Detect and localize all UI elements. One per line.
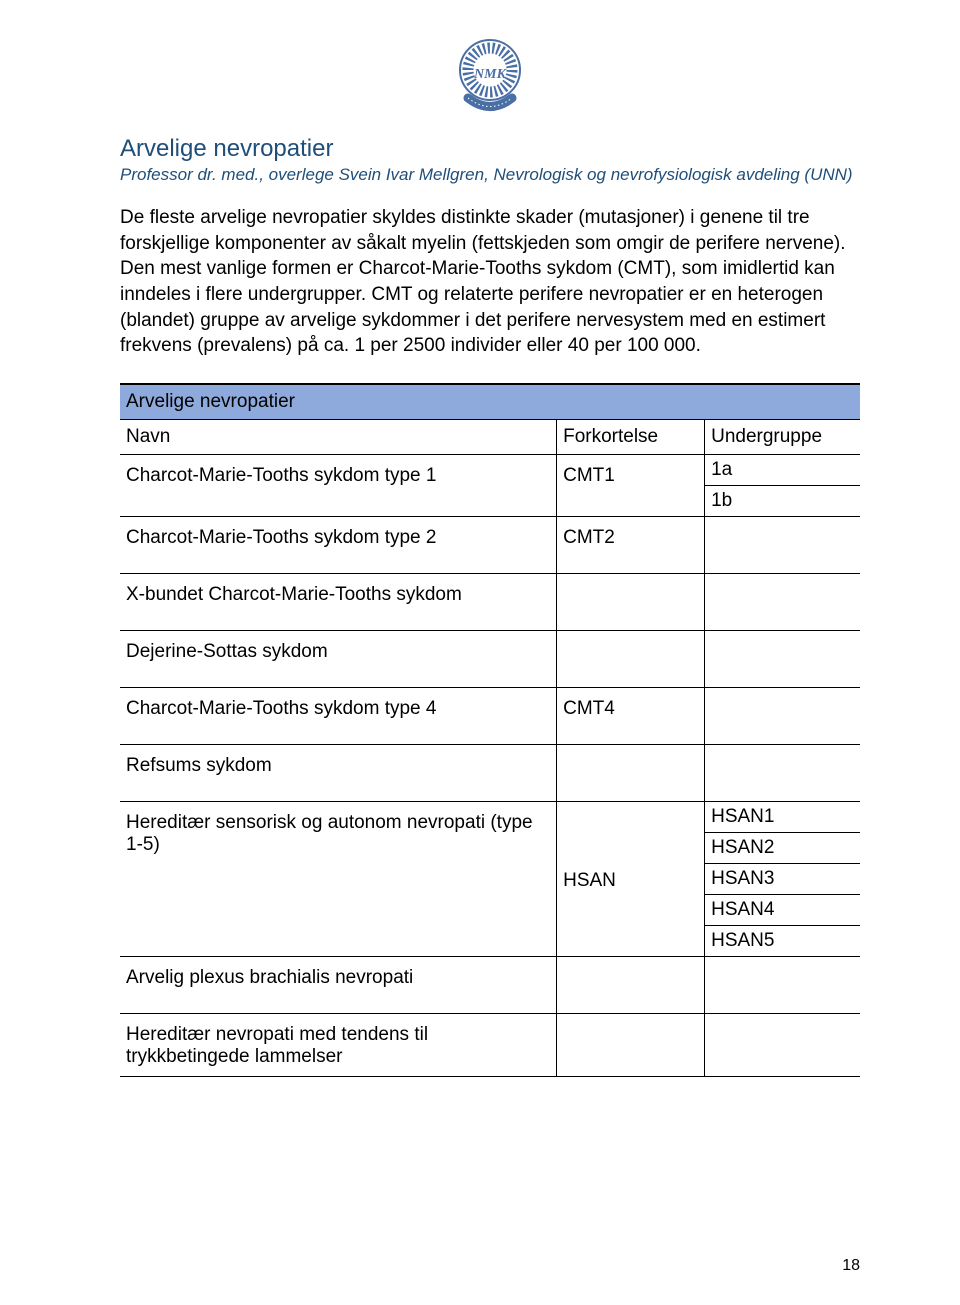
- logo-container: NMK: [120, 30, 860, 125]
- subgroup-item: 1b: [705, 486, 860, 516]
- subgroup-item: HSAN5: [705, 926, 860, 956]
- svg-text:NMK: NMK: [473, 67, 508, 82]
- cell-sub: [705, 1013, 860, 1076]
- subgroup-item: HSAN2: [705, 833, 860, 864]
- subgroup-item: 1a: [705, 455, 860, 486]
- cell-name: Hereditær nevropati med tendens til tryk…: [120, 1013, 557, 1076]
- table-row: Hereditær sensorisk og autonom nevropati…: [120, 801, 860, 956]
- page-subtitle: Professor dr. med., overlege Svein Ivar …: [120, 165, 860, 185]
- cell-sub: [705, 687, 860, 744]
- table-row: Charcot-Marie-Tooths sykdom type 1CMT11a…: [120, 454, 860, 516]
- table-row: Charcot-Marie-Tooths sykdom type 4CMT4: [120, 687, 860, 744]
- subgroup-item: HSAN3: [705, 864, 860, 895]
- nmk-logo-icon: NMK: [443, 30, 538, 125]
- table-row: Arvelig plexus brachialis nevropati: [120, 956, 860, 1013]
- col-header-abbr: Forkortelse: [557, 419, 705, 454]
- cell-sub: [705, 573, 860, 630]
- cell-name: Arvelig plexus brachialis nevropati: [120, 956, 557, 1013]
- table-row: X-bundet Charcot-Marie-Tooths sykdom: [120, 573, 860, 630]
- table-row: Dejerine-Sottas sykdom: [120, 630, 860, 687]
- cell-abbr: [557, 1013, 705, 1076]
- cell-abbr: CMT1: [557, 454, 705, 516]
- col-header-name: Navn: [120, 419, 557, 454]
- cell-sub: [705, 744, 860, 801]
- cell-name: Dejerine-Sottas sykdom: [120, 630, 557, 687]
- cell-sub: 1a1b: [705, 454, 860, 516]
- subgroup-item: HSAN1: [705, 802, 860, 833]
- cell-name: X-bundet Charcot-Marie-Tooths sykdom: [120, 573, 557, 630]
- table-section-header: Arvelige nevropatier: [120, 384, 860, 420]
- col-header-sub: Undergruppe: [705, 419, 860, 454]
- nevropatier-table: Arvelige nevropatier Navn Forkortelse Un…: [120, 383, 860, 1077]
- cell-name: Hereditær sensorisk og autonom nevropati…: [120, 801, 557, 956]
- subgroup-item: HSAN4: [705, 895, 860, 926]
- cell-sub: [705, 956, 860, 1013]
- cell-name: Charcot-Marie-Tooths sykdom type 4: [120, 687, 557, 744]
- cell-name: Refsums sykdom: [120, 744, 557, 801]
- cell-abbr: [557, 744, 705, 801]
- intro-paragraph: De fleste arvelige nevropatier skyldes d…: [120, 205, 860, 359]
- table-row: Charcot-Marie-Tooths sykdom type 2CMT2: [120, 516, 860, 573]
- cell-name: Charcot-Marie-Tooths sykdom type 1: [120, 454, 557, 516]
- table-row: Refsums sykdom: [120, 744, 860, 801]
- page-title: Arvelige nevropatier: [120, 135, 860, 163]
- cell-abbr: [557, 630, 705, 687]
- cell-abbr: CMT2: [557, 516, 705, 573]
- table-row: Hereditær nevropati med tendens til tryk…: [120, 1013, 860, 1076]
- table-section-title: Arvelige nevropatier: [120, 384, 860, 420]
- cell-abbr: [557, 573, 705, 630]
- page-number: 18: [842, 1257, 860, 1275]
- cell-sub: [705, 516, 860, 573]
- cell-sub: [705, 630, 860, 687]
- cell-sub: HSAN1HSAN2HSAN3HSAN4HSAN5: [705, 801, 860, 956]
- cell-abbr: CMT4: [557, 687, 705, 744]
- cell-name: Charcot-Marie-Tooths sykdom type 2: [120, 516, 557, 573]
- table-column-header: Navn Forkortelse Undergruppe: [120, 419, 860, 454]
- cell-abbr: [557, 956, 705, 1013]
- document-page: NMK Arvelige nevropatier Professor dr. m…: [0, 0, 960, 1305]
- cell-abbr: HSAN: [557, 801, 705, 956]
